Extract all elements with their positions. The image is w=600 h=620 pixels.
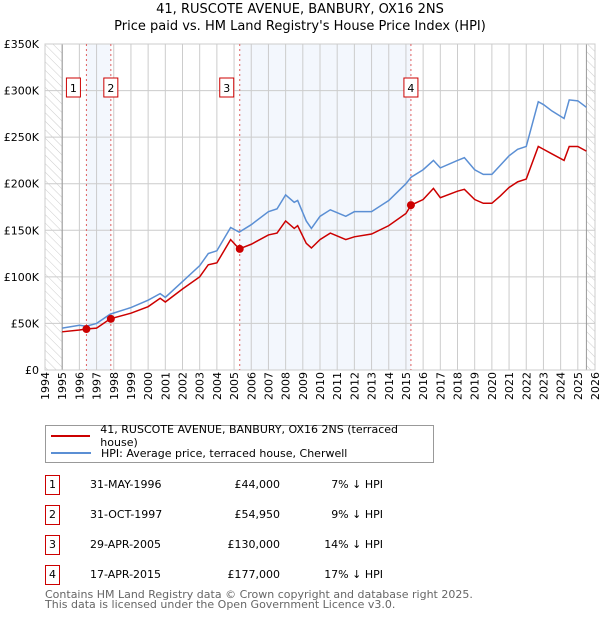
transaction-pct: 17% ↓ HPI xyxy=(324,568,383,581)
legend-item-hpi: HPI: Average price, terraced house, Cher… xyxy=(46,445,347,461)
x-tick-label: 2020 xyxy=(486,372,499,400)
x-tick-label: 2017 xyxy=(434,372,447,400)
x-tick-label: 2022 xyxy=(520,372,533,400)
transaction-num: 4 xyxy=(45,565,60,585)
x-tick-label: 1999 xyxy=(125,372,138,400)
legend-swatch-red xyxy=(51,435,91,437)
transaction-date: 31-MAY-1996 xyxy=(90,478,162,491)
hpi-line xyxy=(62,99,587,329)
shaded-period xyxy=(239,44,411,370)
transaction-date: 17-APR-2015 xyxy=(90,568,162,581)
transaction-price: £130,000 xyxy=(227,538,281,551)
legend-item-property: 41, RUSCOTE AVENUE, BANBURY, OX16 2NS (t… xyxy=(46,423,433,449)
transaction-date: 29-APR-2005 xyxy=(90,538,162,551)
footer: Contains HM Land Registry data © Crown c… xyxy=(45,588,473,611)
footer-line: Contains HM Land Registry data © Crown c… xyxy=(45,588,473,601)
hatched-region xyxy=(586,44,595,370)
x-tick-label: 2011 xyxy=(331,372,344,400)
x-tick-label: 2025 xyxy=(572,372,585,400)
x-tick-label: 2015 xyxy=(400,372,413,400)
chart-subtitle: Price paid vs. HM Land Registry's House … xyxy=(114,19,486,34)
y-tick-label: £200K xyxy=(4,178,40,191)
x-tick-label: 2021 xyxy=(503,372,516,400)
x-tick-label: 2000 xyxy=(142,372,155,400)
price-paid-line xyxy=(62,145,587,333)
x-tick-label: 2008 xyxy=(280,372,293,400)
plot-border xyxy=(44,43,596,371)
sale-label-box xyxy=(103,77,119,98)
x-tick-label: 2018 xyxy=(452,372,465,400)
x-tick-label: 2006 xyxy=(245,372,258,400)
transaction-row: 4 17-APR-2015 £177,000 17% ↓ HPI xyxy=(45,565,445,585)
transaction-price: £44,000 xyxy=(234,478,281,491)
transaction-pct: 7% ↓ HPI xyxy=(331,478,383,491)
x-tick-label: 2001 xyxy=(159,372,172,400)
x-tick-label: 2004 xyxy=(211,372,224,400)
transaction-num: 1 xyxy=(45,475,60,495)
x-tick-label: 1994 xyxy=(39,372,52,400)
sale-label-box xyxy=(65,77,81,98)
transaction-pct: 14% ↓ HPI xyxy=(324,538,383,551)
x-tick-label: 2019 xyxy=(469,372,482,400)
y-tick-label: £0 xyxy=(25,364,39,377)
transaction-price: £54,950 xyxy=(234,508,281,521)
price-chart: 1994 1995 1996 1997 1998 1999 2000 2001 2002 2003… xyxy=(4,38,600,400)
legend-label: HPI: Average price, terraced house, Cher… xyxy=(101,446,348,460)
x-tick-label: 1996 xyxy=(73,372,86,400)
y-tick-label: £300K xyxy=(4,85,40,98)
transaction-num: 3 xyxy=(45,535,60,555)
x-tick-label: 2016 xyxy=(417,372,430,400)
transaction-row: 3 29-APR-2005 £130,000 14% ↓ HPI xyxy=(45,535,445,555)
sale-label: 3 xyxy=(223,82,230,95)
transaction-row: 2 31-OCT-1997 £54,950 9% ↓ HPI xyxy=(45,505,445,525)
x-tick-label: 2009 xyxy=(297,372,310,400)
x-tick-label: 2010 xyxy=(314,372,327,400)
transaction-num: 2 xyxy=(45,505,60,525)
sale-label-box xyxy=(219,77,235,98)
sale-label-box xyxy=(403,77,419,98)
transaction-price: £177,000 xyxy=(227,568,281,581)
y-tick-label: £150K xyxy=(4,224,40,237)
sale-point xyxy=(82,325,91,334)
x-tick-label: 2014 xyxy=(383,372,396,400)
legend: 41, RUSCOTE AVENUE, BANBURY, OX16 2NS (t… xyxy=(45,423,434,463)
x-tick-label: 2026 xyxy=(589,372,600,400)
x-tick-label: 1998 xyxy=(108,372,121,400)
transaction-date: 31-OCT-1997 xyxy=(90,508,163,521)
x-tick-label: 1995 xyxy=(56,372,69,400)
y-tick-label: £50K xyxy=(11,317,40,330)
x-tick-label: 2007 xyxy=(262,372,275,400)
sale-point xyxy=(106,314,115,323)
sale-point xyxy=(406,201,415,210)
x-tick-label: 2012 xyxy=(348,372,361,400)
x-tick-label: 2024 xyxy=(555,372,568,400)
x-tick-label: 1997 xyxy=(91,372,104,400)
y-tick-label: £250K xyxy=(4,131,40,144)
x-tick-label: 2003 xyxy=(194,372,207,400)
sale-point xyxy=(235,244,244,253)
x-tick-label: 2005 xyxy=(228,372,241,400)
y-tick-label: £350K xyxy=(4,38,40,51)
footer-line: This data is licensed under the Open Gov… xyxy=(45,598,396,611)
transaction-pct: 9% ↓ HPI xyxy=(331,508,383,521)
legend-label: 41, RUSCOTE AVENUE, BANBURY, OX16 2NS (t… xyxy=(100,423,398,449)
chart-title: 41, RUSCOTE AVENUE, BANBURY, OX16 2NS xyxy=(156,2,444,17)
x-tick-label: 2023 xyxy=(537,372,550,400)
hatched-region xyxy=(45,44,63,370)
x-tick-label: 2002 xyxy=(177,372,190,400)
transaction-row: 1 31-MAY-1996 £44,000 7% ↓ HPI xyxy=(45,475,445,495)
sale-label: 4 xyxy=(407,82,414,95)
sale-label: 2 xyxy=(107,82,114,95)
legend-swatch-blue xyxy=(51,452,91,454)
y-tick-label: £100K xyxy=(4,271,40,284)
x-tick-label: 2013 xyxy=(366,372,379,400)
sale-label: 1 xyxy=(70,82,77,95)
